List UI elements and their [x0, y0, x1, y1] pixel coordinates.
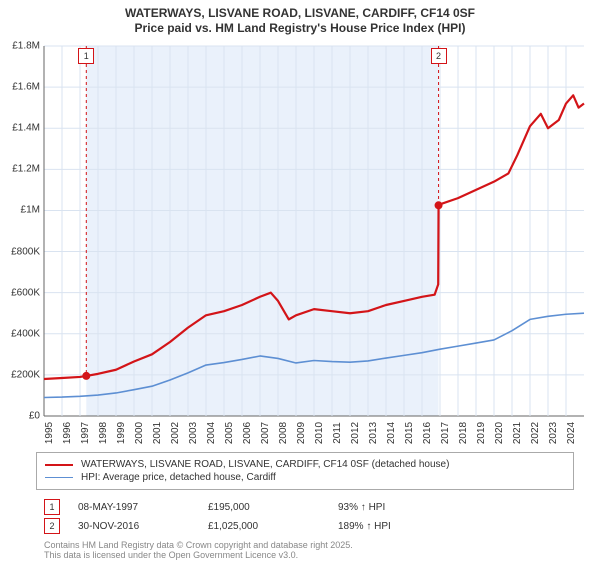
y-tick-label: £1M — [4, 205, 40, 216]
x-tick-label: 1998 — [98, 422, 109, 444]
x-tick-label: 2017 — [440, 422, 451, 444]
x-tick-label: 2024 — [566, 422, 577, 444]
x-tick-label: 2015 — [404, 422, 415, 444]
sale-hpi-delta: 189% ↑ HPI — [338, 521, 468, 532]
x-tick-label: 2019 — [476, 422, 487, 444]
legend: WATERWAYS, LISVANE ROAD, LISVANE, CARDIF… — [36, 452, 574, 490]
legend-swatch — [45, 477, 73, 478]
sale-hpi-delta: 93% ↑ HPI — [338, 502, 468, 513]
x-tick-label: 2003 — [188, 422, 199, 444]
title-line-2: Price paid vs. HM Land Registry's House … — [0, 21, 600, 36]
legend-label: WATERWAYS, LISVANE ROAD, LISVANE, CARDIF… — [81, 459, 449, 470]
x-tick-label: 1999 — [116, 422, 127, 444]
footer: Contains HM Land Registry data © Crown c… — [44, 540, 353, 561]
y-tick-label: £0 — [4, 411, 40, 422]
x-tick-label: 2005 — [224, 422, 235, 444]
sale-price: £195,000 — [208, 502, 338, 513]
x-tick-label: 2004 — [206, 422, 217, 444]
x-tick-label: 2006 — [242, 422, 253, 444]
legend-label: HPI: Average price, detached house, Card… — [81, 472, 276, 483]
sale-date: 30-NOV-2016 — [78, 521, 208, 532]
sale-marker: 2 — [431, 48, 447, 64]
x-tick-label: 2010 — [314, 422, 325, 444]
x-tick-label: 2002 — [170, 422, 181, 444]
x-tick-label: 2011 — [332, 422, 343, 444]
y-tick-label: £400K — [4, 328, 40, 339]
y-tick-label: £1.6M — [4, 82, 40, 93]
x-tick-label: 2013 — [368, 422, 379, 444]
sale-marker-ref: 1 — [44, 499, 60, 515]
x-tick-label: 2021 — [512, 422, 523, 444]
y-tick-label: £600K — [4, 287, 40, 298]
x-tick-label: 2016 — [422, 422, 433, 444]
title-line-1: WATERWAYS, LISVANE ROAD, LISVANE, CARDIF… — [0, 6, 600, 21]
sale-marker: 1 — [78, 48, 94, 64]
x-tick-label: 2001 — [152, 422, 163, 444]
legend-item: HPI: Average price, detached house, Card… — [45, 472, 565, 483]
x-tick-label: 2000 — [134, 422, 145, 444]
x-tick-label: 2007 — [260, 422, 271, 444]
y-tick-label: £1.4M — [4, 123, 40, 134]
x-tick-label: 2012 — [350, 422, 361, 444]
x-tick-label: 2014 — [386, 422, 397, 444]
y-tick-label: £800K — [4, 246, 40, 257]
y-tick-label: £1.8M — [4, 41, 40, 52]
footer-line-1: Contains HM Land Registry data © Crown c… — [44, 540, 353, 550]
legend-item: WATERWAYS, LISVANE ROAD, LISVANE, CARDIF… — [45, 459, 565, 470]
legend-swatch — [45, 464, 73, 466]
y-tick-label: £1.2M — [4, 164, 40, 175]
sale-row: 1 08-MAY-1997£195,00093% ↑ HPI — [44, 499, 468, 515]
sale-price: £1,025,000 — [208, 521, 338, 532]
x-tick-label: 1995 — [44, 422, 55, 444]
x-tick-label: 2020 — [494, 422, 505, 444]
x-tick-label: 2022 — [530, 422, 541, 444]
sale-date: 08-MAY-1997 — [78, 502, 208, 513]
x-tick-label: 2008 — [278, 422, 289, 444]
sales-table: 1 08-MAY-1997£195,00093% ↑ HPI 2 30-NOV-201… — [44, 496, 468, 537]
chart-title: WATERWAYS, LISVANE ROAD, LISVANE, CARDIF… — [0, 0, 600, 36]
x-tick-label: 1997 — [80, 422, 91, 444]
y-tick-label: £200K — [4, 369, 40, 380]
footer-line-2: This data is licensed under the Open Gov… — [44, 550, 353, 560]
x-tick-label: 2018 — [458, 422, 469, 444]
sale-marker-ref: 2 — [44, 518, 60, 534]
x-tick-label: 1996 — [62, 422, 73, 444]
chart-area: £0£200K£400K£600K£800K£1M£1.2M£1.4M£1.6M… — [44, 46, 584, 416]
x-tick-label: 2009 — [296, 422, 307, 444]
x-tick-label: 2023 — [548, 422, 559, 444]
sale-row: 2 30-NOV-2016£1,025,000189% ↑ HPI — [44, 518, 468, 534]
